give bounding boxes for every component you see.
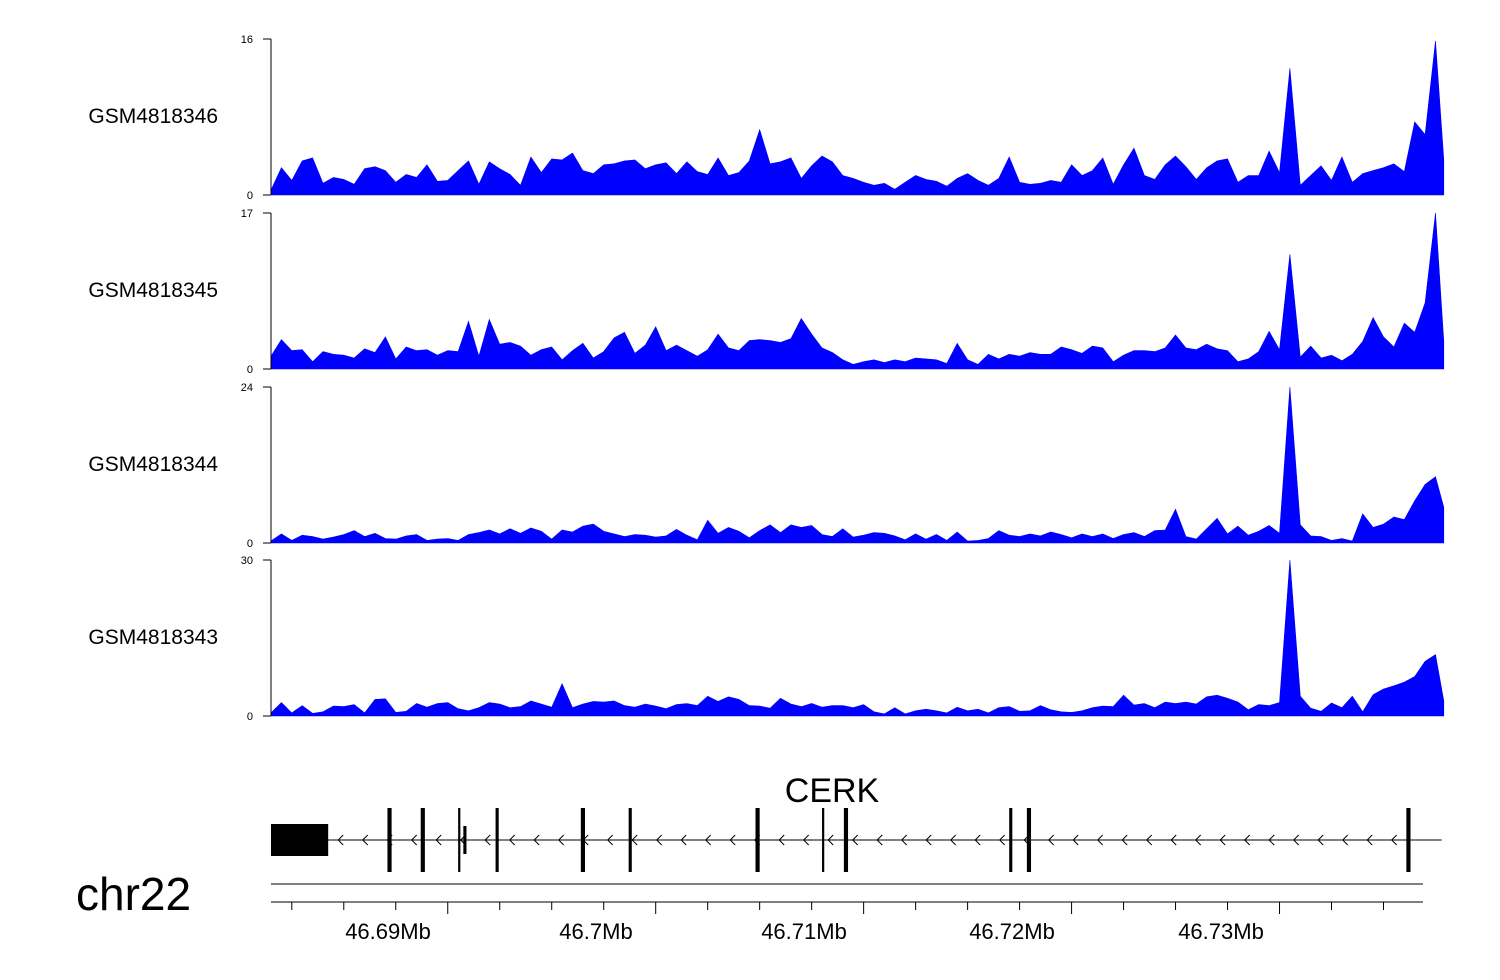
coverage-area bbox=[270, 386, 1445, 544]
xtick-label: 46.71Mb bbox=[761, 919, 847, 944]
track-label: GSM4818344 bbox=[88, 453, 218, 476]
track-0: GSM4818346 16 0 bbox=[88, 34, 253, 202]
strand-chevron bbox=[361, 834, 369, 846]
strand-chevron bbox=[1317, 834, 1324, 846]
exon-block bbox=[387, 808, 392, 872]
strand-chevron bbox=[533, 834, 540, 846]
ytick-label-zero: 0 bbox=[247, 711, 253, 723]
utr-block bbox=[271, 824, 329, 856]
strand-chevron bbox=[1268, 834, 1275, 846]
exon-block bbox=[628, 808, 632, 872]
ytick-label-max: 30 bbox=[241, 555, 253, 567]
exon-block bbox=[495, 808, 499, 872]
xtick-label: 46.73Mb bbox=[1178, 919, 1264, 944]
strand-chevron bbox=[1194, 834, 1202, 846]
exon-block bbox=[1406, 808, 1411, 872]
x-axis-tick-labels: 46.69Mb 46.7Mb 46.71Mb 46.72Mb 46.73Mb bbox=[345, 919, 1264, 944]
strand-chevron bbox=[949, 834, 957, 846]
strand-chevron bbox=[1072, 834, 1079, 846]
strand-chevron bbox=[435, 834, 442, 846]
strand-chevron bbox=[508, 834, 516, 846]
strand-chevron bbox=[1096, 834, 1104, 846]
ytick-label-max: 24 bbox=[241, 382, 253, 394]
strand-chevron bbox=[557, 834, 565, 846]
strand-chevron bbox=[655, 834, 663, 846]
gene-model-CERK bbox=[271, 808, 1442, 872]
strand-chevron bbox=[337, 834, 344, 846]
track-label: GSM4818345 bbox=[88, 279, 218, 302]
exon-block bbox=[755, 808, 760, 872]
strand-chevron bbox=[1341, 834, 1349, 846]
strand-chevron bbox=[484, 834, 491, 846]
ytick-label-zero: 0 bbox=[247, 190, 253, 202]
coverage-area bbox=[270, 559, 1445, 717]
strand-chevron bbox=[631, 834, 638, 846]
strand-chevron bbox=[1145, 834, 1153, 846]
strand-chevron bbox=[680, 834, 687, 846]
strand-chevron bbox=[704, 834, 712, 846]
strand-chevron bbox=[729, 834, 736, 846]
track-1: GSM4818345 17 0 bbox=[88, 208, 253, 376]
track-3: GSM4818343 30 0 bbox=[88, 555, 253, 723]
chromosome-label: chr22 bbox=[76, 868, 191, 920]
xtick-label: 46.69Mb bbox=[345, 919, 431, 944]
ytick-label-zero: 0 bbox=[247, 364, 253, 376]
strand-chevron bbox=[778, 834, 785, 846]
coverage-track-1 bbox=[263, 212, 1445, 370]
exon-block bbox=[1009, 808, 1013, 872]
strand-chevron bbox=[925, 834, 932, 846]
strand-chevron bbox=[998, 834, 1006, 846]
exon-block bbox=[458, 808, 461, 872]
coverage-track-3 bbox=[263, 559, 1445, 717]
strand-chevron bbox=[900, 834, 908, 846]
exon-block bbox=[1026, 808, 1032, 872]
xtick-label: 46.7Mb bbox=[559, 919, 632, 944]
strand-chevron bbox=[410, 834, 418, 846]
strand-chevron bbox=[1390, 834, 1398, 846]
exon-block bbox=[420, 808, 425, 872]
strand-chevron bbox=[1366, 834, 1373, 846]
ytick-label-max: 16 bbox=[241, 34, 253, 46]
strand-chevron bbox=[802, 834, 810, 846]
exon-block bbox=[463, 826, 467, 854]
ytick-label-zero: 0 bbox=[247, 538, 253, 550]
coverage-track-0 bbox=[263, 38, 1445, 196]
genomic-axis bbox=[271, 883, 1423, 914]
strand-chevron bbox=[1170, 834, 1177, 846]
strand-chevron bbox=[1292, 834, 1300, 846]
xtick-label: 46.72Mb bbox=[969, 919, 1055, 944]
strand-chevron bbox=[1219, 834, 1226, 846]
strand-chevron bbox=[1121, 834, 1128, 846]
strand-chevron bbox=[851, 834, 859, 846]
strand-chevron bbox=[827, 834, 834, 846]
strand-chevron bbox=[876, 834, 883, 846]
coverage-area bbox=[270, 40, 1445, 196]
coverage-area bbox=[270, 212, 1445, 370]
exon-block bbox=[843, 808, 849, 872]
coverage-track-2 bbox=[263, 386, 1445, 544]
exon-block bbox=[822, 808, 825, 872]
track-2: GSM4818344 24 0 bbox=[88, 382, 253, 550]
strand-chevron bbox=[606, 834, 614, 846]
strand-chevron bbox=[974, 834, 981, 846]
exon-block bbox=[580, 808, 585, 872]
track-label: GSM4818346 bbox=[88, 105, 218, 128]
strand-chevron bbox=[1243, 834, 1251, 846]
strand-chevron bbox=[1047, 834, 1055, 846]
track-label: GSM4818343 bbox=[88, 626, 218, 649]
gene-name-label: CERK bbox=[785, 772, 880, 810]
ytick-label-max: 17 bbox=[241, 208, 253, 220]
